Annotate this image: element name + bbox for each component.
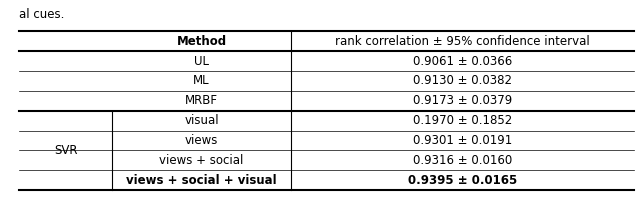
Text: views + social + visual: views + social + visual <box>126 174 277 187</box>
Text: 0.9061 ± 0.0366: 0.9061 ± 0.0366 <box>413 55 512 68</box>
Text: 0.9301 ± 0.0191: 0.9301 ± 0.0191 <box>413 134 512 147</box>
Text: ML: ML <box>193 74 210 88</box>
Text: SVR: SVR <box>54 144 77 157</box>
Text: 0.9130 ± 0.0382: 0.9130 ± 0.0382 <box>413 74 512 88</box>
Text: views + social: views + social <box>159 154 244 167</box>
Text: visual: visual <box>184 114 219 127</box>
Text: 0.9395 ± 0.0165: 0.9395 ± 0.0165 <box>408 174 517 187</box>
Text: UL: UL <box>194 55 209 68</box>
Text: rank correlation ± 95% confidence interval: rank correlation ± 95% confidence interv… <box>335 35 590 48</box>
Text: 0.1970 ± 0.1852: 0.1970 ± 0.1852 <box>413 114 512 127</box>
Text: al cues.: al cues. <box>19 8 65 21</box>
Text: 0.9316 ± 0.0160: 0.9316 ± 0.0160 <box>413 154 512 167</box>
Text: 0.9173 ± 0.0379: 0.9173 ± 0.0379 <box>413 94 512 107</box>
Text: views: views <box>185 134 218 147</box>
Text: MRBF: MRBF <box>185 94 218 107</box>
Text: Method: Method <box>177 35 227 48</box>
